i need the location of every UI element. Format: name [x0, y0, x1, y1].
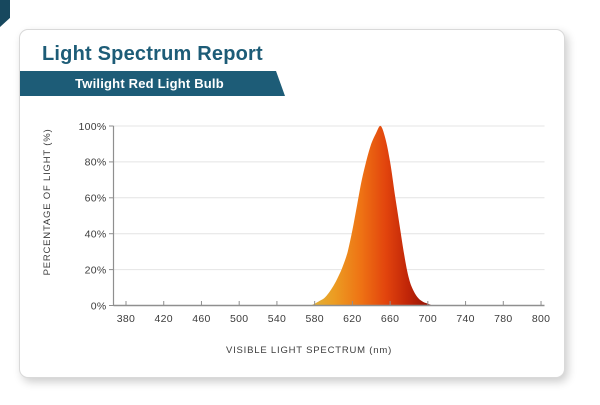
- x-tick-label: 620: [343, 313, 361, 325]
- y-tick-label: 20%: [85, 264, 107, 276]
- axes: [109, 125, 545, 307]
- x-tick-label: 660: [381, 313, 399, 325]
- x-tick-label: 800: [532, 313, 550, 325]
- chart-area: 380 420 460 500 540 580 620 660 700 740 780 800 0% 20…: [20, 30, 565, 377]
- y-tick-label: 80%: [85, 157, 107, 169]
- spectrum-area: [309, 125, 433, 306]
- y-tick-label: 60%: [85, 193, 107, 205]
- x-tick-label: 500: [230, 313, 248, 325]
- x-tick-label: 380: [117, 313, 135, 325]
- x-tick-label: 420: [155, 313, 173, 325]
- x-tick-label: 700: [419, 313, 437, 325]
- bulb-name-label: Twilight Red Light Bulb: [75, 76, 224, 91]
- x-tick-label: 780: [494, 313, 512, 325]
- report-title: Light Spectrum Report: [42, 43, 263, 65]
- tick-labels: 380 420 460 500 540 580 620 660 700 740 780 800 0% 20…: [78, 121, 550, 325]
- gridlines: [113, 125, 545, 271]
- x-tick-label: 580: [305, 313, 323, 325]
- x-tick-label: 460: [192, 313, 210, 325]
- spectrum-chart: 380 420 460 500 540 580 620 660 700 740 780 800 0% 20…: [42, 121, 550, 356]
- y-tick-label: 100%: [78, 121, 106, 133]
- x-tick-label: 540: [268, 313, 286, 325]
- y-tick-label: 40%: [85, 229, 107, 241]
- y-tick-label: 0%: [91, 300, 107, 312]
- y-axis-title: PERCENTAGE OF LIGHT (%): [42, 129, 53, 276]
- x-tick-label: 740: [456, 313, 474, 325]
- report-card: Light Spectrum Report Twilight Red Light…: [19, 29, 565, 378]
- corner-accent-shape: [0, 0, 10, 27]
- bulb-name-banner: Twilight Red Light Bulb: [20, 71, 285, 96]
- x-axis-title: VISIBLE LIGHT SPECTRUM (nm): [226, 345, 392, 356]
